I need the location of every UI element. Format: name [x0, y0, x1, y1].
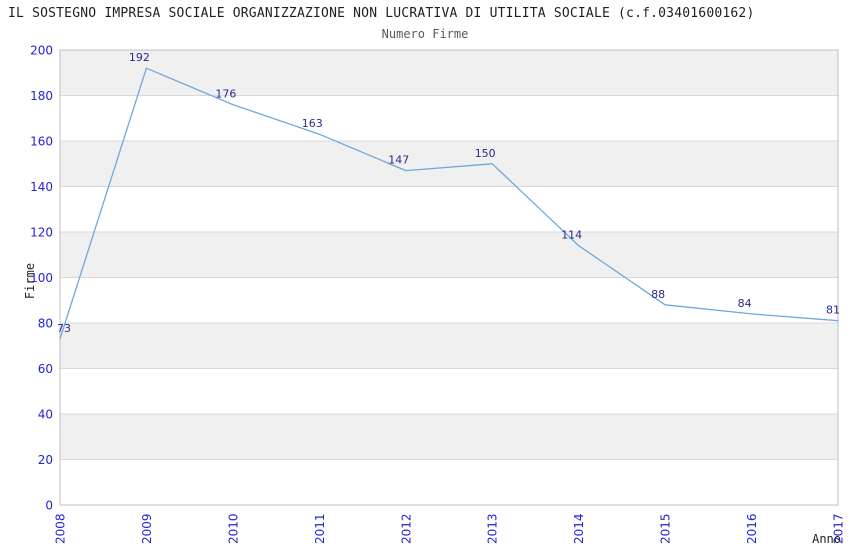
x-tick-label: 2016	[745, 513, 759, 544]
y-tick-label: 200	[30, 44, 53, 58]
x-tick-label: 2015	[659, 513, 673, 544]
plot-band	[60, 414, 838, 460]
y-tick-label: 60	[38, 362, 53, 376]
plot-band	[60, 141, 838, 187]
data-point-label: 84	[738, 297, 752, 310]
data-series-line	[59, 67, 839, 340]
x-tick-label: 2014	[572, 513, 586, 544]
x-tick-label: 2009	[140, 513, 154, 544]
y-tick-label: 140	[30, 180, 53, 194]
y-tick-label: 20	[38, 453, 53, 467]
data-point-label: 176	[215, 88, 236, 101]
y-tick-label: 160	[30, 135, 53, 149]
y-tick-label: 100	[30, 271, 53, 285]
x-axis-title: Anno	[812, 532, 841, 546]
chart-title: IL SOSTEGNO IMPRESA SOCIALE ORGANIZZAZIO…	[8, 6, 755, 21]
y-tick-label: 40	[38, 408, 53, 422]
data-point-label: 192	[129, 51, 150, 64]
plot-band	[60, 232, 838, 278]
chart-subtitle: Numero Firme	[381, 27, 469, 41]
y-tick-label: 180	[30, 89, 53, 103]
y-tick-label: 80	[38, 317, 53, 331]
x-tick-label: 2017	[832, 513, 846, 544]
data-point-label: 150	[475, 147, 496, 160]
data-point-label: 73	[57, 322, 71, 335]
x-tick-label: 2008	[54, 513, 68, 544]
plot-border	[59, 49, 839, 506]
data-point-label: 88	[651, 288, 665, 301]
x-tick-label: 2010	[226, 513, 240, 544]
y-tick-label: 0	[45, 499, 53, 513]
x-tick-label: 2013	[486, 513, 500, 544]
data-point-label: 81	[826, 304, 840, 317]
x-tick-label: 2011	[313, 513, 327, 544]
plot-band	[60, 323, 838, 369]
data-point-label: 114	[561, 229, 582, 242]
y-tick-label: 120	[30, 226, 53, 240]
data-point-label: 163	[302, 117, 323, 130]
data-point-label: 147	[388, 154, 409, 167]
plot-band	[60, 50, 838, 96]
x-tick-label: 2012	[399, 513, 413, 544]
